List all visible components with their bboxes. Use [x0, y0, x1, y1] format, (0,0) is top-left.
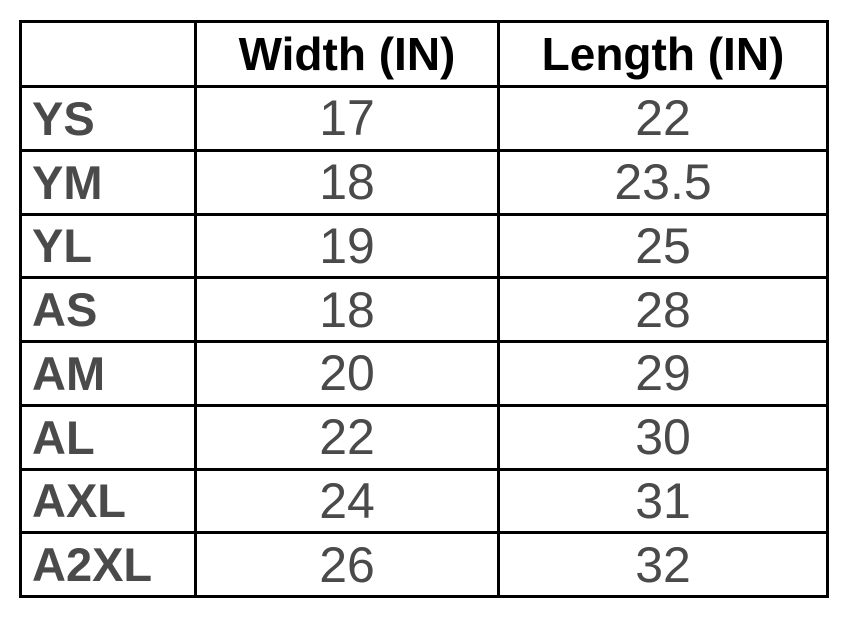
value-cell: 28 — [500, 279, 826, 340]
value-cell: 17 — [197, 88, 497, 149]
column-header: Length (IN) — [500, 23, 826, 85]
value-cell: 18 — [197, 279, 497, 340]
row-label: A2XL — [22, 534, 194, 595]
size-table: Width (IN) Length (IN) YS 17 22 YM 18 23.5 YL 19 2… — [19, 20, 829, 598]
row-label: YL — [22, 215, 194, 277]
value-cell: 32 — [500, 534, 826, 595]
row-label: YS — [22, 88, 194, 149]
value-cell: 25 — [500, 215, 826, 277]
value-cell: 22 — [197, 406, 497, 468]
row-label: AXL — [22, 470, 194, 532]
corner-cell — [22, 23, 194, 85]
column-header: Width (IN) — [197, 23, 497, 85]
value-cell: 19 — [197, 215, 497, 277]
value-cell: 23.5 — [500, 151, 826, 213]
value-cell: 24 — [197, 470, 497, 532]
row-label: AL — [22, 406, 194, 468]
value-cell: 18 — [197, 151, 497, 213]
row-label: YM — [22, 151, 194, 213]
value-cell: 20 — [197, 343, 497, 404]
value-cell: 29 — [500, 343, 826, 404]
row-label: AS — [22, 279, 194, 340]
row-label: AM — [22, 343, 194, 404]
value-cell: 30 — [500, 406, 826, 468]
value-cell: 26 — [197, 534, 497, 595]
value-cell: 22 — [500, 88, 826, 149]
value-cell: 31 — [500, 470, 826, 532]
